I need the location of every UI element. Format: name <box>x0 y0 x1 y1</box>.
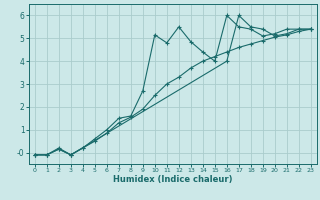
X-axis label: Humidex (Indice chaleur): Humidex (Indice chaleur) <box>113 175 233 184</box>
